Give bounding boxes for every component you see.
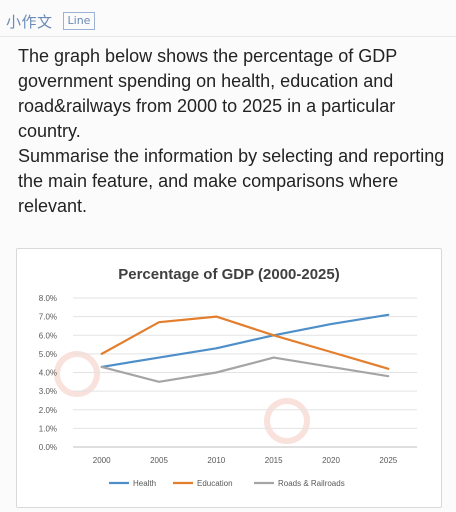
category-tag[interactable]: Line	[62, 12, 96, 30]
y-tick-label: 4.0%	[39, 369, 57, 378]
x-tick-label: 2010	[207, 456, 225, 465]
task-prompt: The graph below shows the percentage of …	[18, 44, 448, 219]
y-tick-label: 5.0%	[39, 350, 57, 359]
prompt-paragraph-2: Summarise the information by selecting a…	[18, 146, 445, 216]
watermark-stamp-right	[264, 398, 310, 444]
watermark-stamp-left	[54, 351, 100, 397]
x-tick-label: 2020	[322, 456, 340, 465]
y-tick-label: 8.0%	[39, 294, 57, 303]
series-line-education	[100, 315, 390, 370]
y-tick-label: 7.0%	[39, 313, 57, 322]
x-tick-label: 2000	[93, 456, 111, 465]
header: 小作文 Line	[6, 10, 96, 32]
y-tick-label: 6.0%	[39, 331, 57, 340]
legend-label: Roads & Railroads	[278, 479, 345, 488]
line-chart: Percentage of GDP (2000-2025) 0.0% 1.0% 2.…	[39, 266, 417, 488]
y-tick-label: 2.0%	[39, 406, 57, 415]
divider	[0, 36, 456, 37]
chart-title: Percentage of GDP (2000-2025)	[118, 266, 340, 283]
chart-card: Percentage of GDP (2000-2025) 0.0% 1.0% 2.…	[16, 248, 442, 508]
page-title: 小作文	[6, 12, 53, 31]
x-tick-label: 2015	[265, 456, 283, 465]
legend-label: Education	[197, 479, 233, 488]
series-line-roads-railroads	[100, 356, 390, 383]
y-tick-label: 3.0%	[39, 387, 57, 396]
x-tick-label: 2025	[379, 456, 397, 465]
series-line-health	[100, 313, 390, 369]
prompt-paragraph-1: The graph below shows the percentage of …	[18, 46, 397, 141]
x-tick-label: 2005	[150, 456, 168, 465]
y-tick-label: 1.0%	[39, 424, 57, 433]
legend-label: Health	[133, 479, 156, 488]
y-tick-label: 0.0%	[39, 443, 57, 452]
